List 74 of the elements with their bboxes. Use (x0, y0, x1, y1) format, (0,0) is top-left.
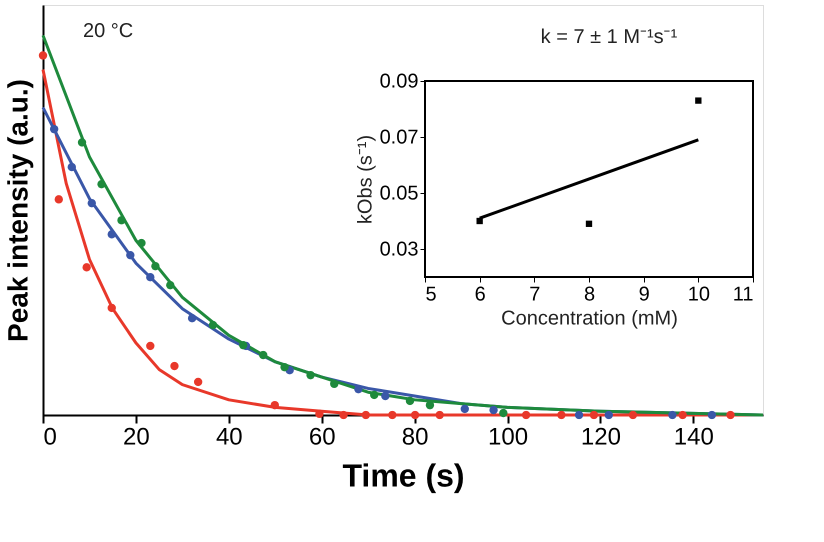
point (410, 410, 420, 420)
point (388, 410, 396, 420)
x-tick-label: 120 (580, 424, 621, 450)
x-tick-label: 5 (426, 284, 437, 306)
x-tick-label: 6 (474, 284, 486, 306)
point (381, 392, 390, 400)
point (362, 410, 370, 420)
point (50, 124, 58, 134)
x-tick-label: 7 (529, 284, 540, 306)
point (370, 390, 378, 400)
x-tick-label: 60 (308, 424, 336, 450)
point (708, 410, 716, 420)
point (489, 406, 498, 414)
point (330, 380, 338, 388)
x-tick-label: 100 (488, 424, 528, 450)
chart-title: k = 7 ± 1 M⁻¹s⁻¹ (540, 26, 678, 48)
point (306, 370, 315, 380)
x-tick-label: 9 (638, 284, 650, 306)
y-tick-label: 0.07 (380, 126, 418, 148)
point (590, 410, 598, 420)
point (726, 410, 735, 420)
point (280, 362, 289, 372)
point (88, 198, 96, 208)
annotation: 20 °C (83, 20, 134, 42)
y-tick-label: 0.05 (380, 182, 418, 204)
point (54, 195, 63, 204)
x-tick-label: 10 (688, 284, 710, 306)
y-tick-label: 0.09 (380, 70, 418, 92)
point (406, 396, 414, 406)
y-axis-title: kObs (s⁻¹) (354, 134, 377, 224)
x-tick-label: 0 (44, 424, 57, 450)
point (436, 410, 444, 420)
point (108, 304, 116, 312)
point (194, 378, 202, 386)
point (97, 180, 106, 188)
point (126, 251, 135, 260)
point (604, 410, 613, 420)
point (574, 410, 584, 420)
y-axis-title: Peak intensity (a.u.) (2, 79, 34, 342)
point (82, 263, 91, 272)
x-axis-title: Time (s) (342, 458, 465, 494)
point (259, 350, 268, 360)
x-axis-title: Concentration (mM) (501, 308, 678, 330)
point (188, 314, 196, 322)
point (78, 138, 86, 147)
point (239, 340, 248, 350)
point (460, 404, 469, 414)
point (522, 410, 530, 420)
point (38, 51, 48, 60)
point (270, 400, 279, 410)
point (557, 410, 566, 420)
x-tick-label: 80 (402, 424, 428, 450)
point (170, 362, 179, 370)
point (208, 320, 218, 330)
point (146, 273, 154, 282)
x-tick-label: 8 (584, 284, 596, 306)
point (68, 162, 76, 172)
point (668, 410, 677, 420)
point (315, 410, 324, 418)
point (137, 238, 146, 248)
x-tick-label: 40 (216, 424, 243, 450)
x-tick-label: 11 (732, 284, 754, 306)
point (151, 262, 160, 270)
x-tick-label: 20 (123, 424, 150, 450)
point (339, 410, 348, 420)
point (166, 280, 174, 290)
x-tick-label: 140 (674, 424, 714, 450)
point (628, 410, 638, 420)
point (117, 216, 126, 224)
y-tick-label: 0.03 (380, 238, 418, 260)
point (146, 342, 154, 350)
point (108, 230, 116, 238)
point (678, 410, 687, 420)
point (499, 408, 508, 418)
